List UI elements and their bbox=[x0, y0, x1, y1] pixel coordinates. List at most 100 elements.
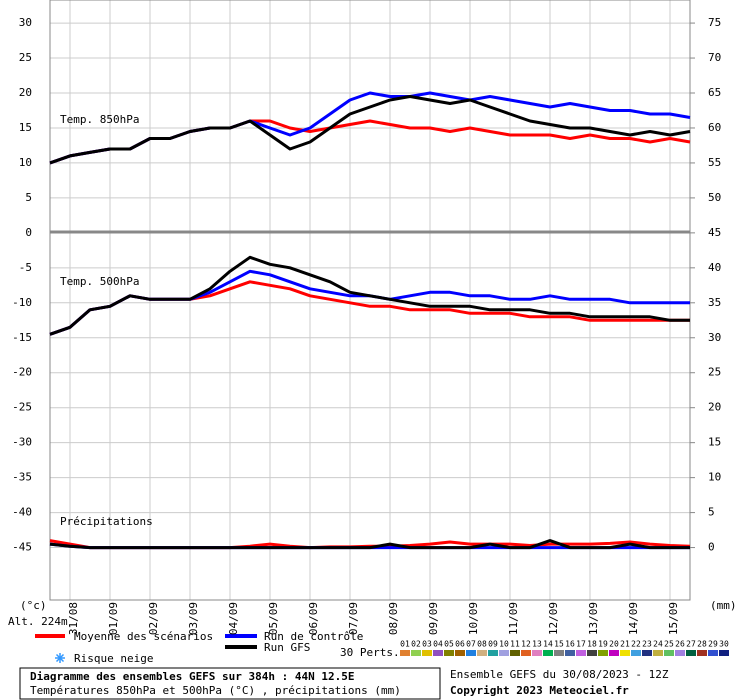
pert-label: 14 bbox=[543, 640, 553, 649]
pert-label: 10 bbox=[499, 640, 509, 649]
y2-tick-label: 15 bbox=[708, 436, 721, 449]
pert-label: 29 bbox=[708, 640, 718, 649]
pert-label: 19 bbox=[598, 640, 608, 649]
pert-label: 12 bbox=[521, 640, 531, 649]
pert-swatch bbox=[521, 650, 531, 656]
pert-label: 21 bbox=[620, 640, 630, 649]
snow-icon bbox=[55, 653, 65, 663]
y-axis-label: (°c) bbox=[20, 599, 47, 612]
pert-label: 07 bbox=[466, 640, 476, 649]
pert-swatch bbox=[466, 650, 476, 656]
pert-swatch bbox=[422, 650, 432, 656]
panel-label: Temp. 850hPa bbox=[60, 113, 139, 126]
pert-swatch bbox=[675, 650, 685, 656]
pert-swatch bbox=[477, 650, 487, 656]
x-tick-label: 10/09 bbox=[467, 602, 480, 635]
series-line bbox=[49, 95, 691, 165]
panel-label: Précipitations bbox=[60, 515, 153, 528]
x-tick-label: 01/09 bbox=[107, 602, 120, 635]
pert-label: 05 bbox=[444, 640, 454, 649]
pert-swatch bbox=[631, 650, 641, 656]
pert-swatch bbox=[543, 650, 553, 656]
altitude: Alt. 224m bbox=[8, 615, 68, 628]
caption-title: Diagramme des ensembles GEFS sur 384h : … bbox=[30, 670, 355, 683]
y2-tick-label: 35 bbox=[708, 296, 721, 309]
y-tick-label: -15 bbox=[12, 331, 32, 344]
y-tick-label: -35 bbox=[12, 471, 32, 484]
pert-label: 11 bbox=[510, 640, 520, 649]
y-tick-label: 15 bbox=[19, 121, 32, 134]
y2-tick-label: 25 bbox=[708, 366, 721, 379]
pert-label: 15 bbox=[554, 640, 564, 649]
pert-swatch bbox=[609, 650, 619, 656]
y2-tick-label: 45 bbox=[708, 226, 721, 239]
x-tick-label: 13/09 bbox=[587, 602, 600, 635]
pert-label: 26 bbox=[675, 640, 685, 649]
pert-swatch bbox=[411, 650, 421, 656]
pert-swatch bbox=[554, 650, 564, 656]
y-tick-label: -45 bbox=[12, 541, 32, 554]
y-tick-label: 30 bbox=[19, 16, 32, 29]
pert-swatch bbox=[708, 650, 718, 656]
x-tick-label: 02/09 bbox=[147, 602, 160, 635]
legend-entry: Moyenne des scénarios bbox=[74, 630, 213, 643]
y-tick-label: 0 bbox=[25, 226, 32, 239]
snow-label: Risque neige bbox=[74, 652, 153, 665]
y-tick-label: -25 bbox=[12, 401, 32, 414]
y2-tick-label: 40 bbox=[708, 261, 721, 274]
legend-entry: Run de contrôle bbox=[264, 630, 363, 643]
pert-swatch bbox=[565, 650, 575, 656]
pert-label: 03 bbox=[422, 640, 432, 649]
y2-tick-label: 0 bbox=[708, 541, 715, 554]
x-tick-label: 14/09 bbox=[627, 602, 640, 635]
pert-label: 06 bbox=[455, 640, 465, 649]
pert-swatch bbox=[598, 650, 608, 656]
pert-swatch bbox=[444, 650, 454, 656]
pert-swatch bbox=[400, 650, 410, 656]
pert-label: 02 bbox=[411, 640, 421, 649]
series-line bbox=[49, 255, 690, 336]
pert-label: 23 bbox=[642, 640, 652, 649]
y2-tick-label: 10 bbox=[708, 471, 721, 484]
y-tick-label: -30 bbox=[12, 436, 32, 449]
pert-swatch bbox=[664, 650, 674, 656]
x-tick-label: 03/09 bbox=[187, 602, 200, 635]
y2-tick-label: 60 bbox=[708, 121, 721, 134]
x-tick-label: 08/09 bbox=[387, 602, 400, 635]
pert-label: 16 bbox=[565, 640, 575, 649]
panel-label: Temp. 500hPa bbox=[60, 275, 139, 288]
perts-label: 30 Perts. bbox=[340, 646, 400, 659]
y2-tick-label: 5 bbox=[708, 506, 715, 519]
pert-swatch bbox=[433, 650, 443, 656]
y-tick-label: 20 bbox=[19, 86, 32, 99]
pert-label: 08 bbox=[477, 640, 487, 649]
pert-label: 24 bbox=[653, 640, 663, 649]
caption-box bbox=[19, 667, 441, 700]
y-tick-label: 25 bbox=[19, 51, 32, 64]
y2-tick-label: 30 bbox=[708, 331, 721, 344]
pert-swatch bbox=[642, 650, 652, 656]
y2-tick-label: 55 bbox=[708, 156, 721, 169]
y2-tick-label: 20 bbox=[708, 401, 721, 414]
pert-swatch bbox=[576, 650, 586, 656]
pert-label: 18 bbox=[587, 640, 597, 649]
pert-label: 13 bbox=[532, 640, 542, 649]
pert-swatch bbox=[510, 650, 520, 656]
pert-swatch bbox=[499, 650, 509, 656]
pert-label: 28 bbox=[697, 640, 707, 649]
run-info: Ensemble GEFS du 30/08/2023 - 12Z bbox=[450, 668, 669, 681]
y2-tick-label: 50 bbox=[708, 191, 721, 204]
legend-entry: Run GFS bbox=[264, 641, 310, 654]
series-line bbox=[49, 539, 690, 550]
pert-swatch bbox=[488, 650, 498, 656]
x-tick-label: 09/09 bbox=[427, 602, 440, 635]
x-tick-label: 15/09 bbox=[667, 602, 680, 635]
y2-tick-label: 65 bbox=[708, 86, 721, 99]
pert-label: 22 bbox=[631, 640, 641, 649]
y-tick-label: -20 bbox=[12, 366, 32, 379]
pert-label: 30 bbox=[719, 640, 729, 649]
x-tick-label: 05/09 bbox=[267, 602, 280, 635]
copyright: Copyright 2023 Meteociel.fr bbox=[450, 684, 629, 697]
pert-swatch bbox=[653, 650, 663, 656]
